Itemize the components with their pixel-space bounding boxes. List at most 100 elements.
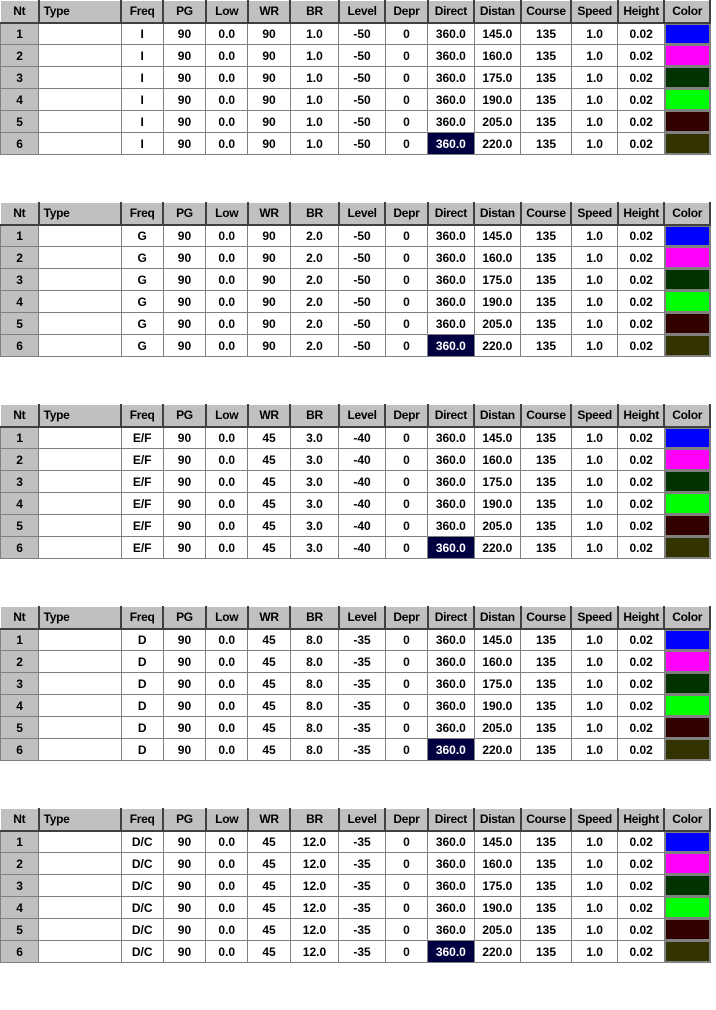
cell-type[interactable] [38, 110, 122, 133]
cell-br[interactable]: 2.0 [289, 290, 340, 313]
cell-direct-selected[interactable]: 360.0 [427, 132, 475, 155]
cell-level[interactable]: -40 [338, 448, 386, 471]
cell-course[interactable]: 135 [520, 852, 572, 875]
cell-freq[interactable]: E/F [120, 426, 164, 449]
cell-distan[interactable]: 205.0 [473, 110, 522, 133]
cell-freq[interactable]: I [120, 132, 164, 155]
cell-depr[interactable]: 0 [384, 896, 429, 919]
cell-low[interactable]: 0.0 [205, 514, 249, 537]
cell-course[interactable]: 135 [520, 88, 572, 111]
column-header-pg[interactable]: PG [162, 0, 207, 24]
cell-type[interactable] [38, 66, 122, 89]
cell-depr[interactable]: 0 [384, 940, 429, 963]
column-header-color[interactable]: Color [663, 606, 711, 630]
cell-speed[interactable]: 1.0 [570, 738, 619, 761]
row-header[interactable]: 5 [0, 716, 40, 739]
column-header-pg[interactable]: PG [162, 606, 207, 630]
cell-speed[interactable]: 1.0 [570, 132, 619, 155]
cell-direct[interactable]: 360.0 [427, 448, 475, 471]
cell-pg[interactable]: 90 [162, 44, 207, 67]
cell-pg[interactable]: 90 [162, 492, 207, 515]
cell-pg[interactable]: 90 [162, 334, 207, 357]
cell-course[interactable]: 135 [520, 672, 572, 695]
cell-br[interactable]: 1.0 [289, 66, 340, 89]
column-header-course[interactable]: Course [520, 808, 573, 832]
column-header-course[interactable]: Course [520, 202, 573, 226]
cell-course[interactable]: 135 [520, 110, 572, 133]
cell-br[interactable]: 3.0 [289, 536, 340, 559]
cell-direct[interactable]: 360.0 [427, 290, 475, 313]
cell-low[interactable]: 0.0 [205, 672, 249, 695]
cell-course[interactable]: 135 [520, 290, 572, 313]
column-header-pg[interactable]: PG [162, 202, 207, 226]
cell-freq[interactable]: D/C [120, 918, 164, 941]
column-header-distan[interactable]: Distan [473, 202, 522, 226]
cell-wr[interactable]: 90 [247, 88, 291, 111]
cell-color[interactable] [663, 852, 711, 875]
column-header-level[interactable]: Level [338, 808, 387, 832]
cell-depr[interactable]: 0 [384, 738, 429, 761]
column-header-pg[interactable]: PG [162, 404, 207, 428]
column-header-type[interactable]: Type [38, 202, 123, 226]
cell-wr[interactable]: 45 [247, 492, 291, 515]
cell-speed[interactable]: 1.0 [570, 224, 619, 247]
cell-br[interactable]: 8.0 [289, 650, 340, 673]
color-swatch[interactable] [665, 717, 710, 738]
cell-pg[interactable]: 90 [162, 852, 207, 875]
cell-course[interactable]: 135 [520, 132, 572, 155]
cell-freq[interactable]: D [120, 694, 164, 717]
column-header-br[interactable]: BR [289, 0, 340, 24]
cell-pg[interactable]: 90 [162, 22, 207, 45]
cell-depr[interactable]: 0 [384, 44, 429, 67]
column-header-br[interactable]: BR [289, 404, 340, 428]
row-header[interactable]: 4 [0, 88, 40, 111]
cell-type[interactable] [38, 312, 122, 335]
column-header-freq[interactable]: Freq [120, 404, 165, 428]
cell-course[interactable]: 135 [520, 830, 572, 853]
cell-height[interactable]: 0.02 [617, 650, 665, 673]
column-header-color[interactable]: Color [663, 404, 711, 428]
cell-distan[interactable]: 220.0 [473, 738, 522, 761]
cell-type[interactable] [38, 738, 122, 761]
row-header[interactable]: 1 [0, 830, 40, 853]
cell-speed[interactable]: 1.0 [570, 110, 619, 133]
cell-distan[interactable]: 190.0 [473, 694, 522, 717]
cell-type[interactable] [38, 536, 122, 559]
cell-pg[interactable]: 90 [162, 88, 207, 111]
cell-height[interactable]: 0.02 [617, 268, 665, 291]
column-header-level[interactable]: Level [338, 0, 387, 24]
cell-course[interactable]: 135 [520, 940, 572, 963]
column-header-freq[interactable]: Freq [120, 202, 165, 226]
cell-freq[interactable]: D [120, 738, 164, 761]
row-header[interactable]: 6 [0, 132, 40, 155]
cell-distan[interactable]: 175.0 [473, 672, 522, 695]
color-swatch[interactable] [665, 449, 710, 470]
cell-course[interactable]: 135 [520, 312, 572, 335]
cell-direct[interactable]: 360.0 [427, 246, 475, 269]
cell-wr[interactable]: 45 [247, 672, 291, 695]
cell-distan[interactable]: 190.0 [473, 88, 522, 111]
cell-depr[interactable]: 0 [384, 470, 429, 493]
column-header-direct[interactable]: Direct [427, 808, 476, 832]
cell-speed[interactable]: 1.0 [570, 448, 619, 471]
cell-type[interactable] [38, 918, 122, 941]
cell-pg[interactable]: 90 [162, 268, 207, 291]
cell-type[interactable] [38, 940, 122, 963]
cell-br[interactable]: 12.0 [289, 918, 340, 941]
cell-br[interactable]: 1.0 [289, 22, 340, 45]
column-header-color[interactable]: Color [663, 0, 711, 24]
cell-br[interactable]: 2.0 [289, 268, 340, 291]
column-header-wr[interactable]: WR [247, 0, 292, 24]
cell-color[interactable] [663, 738, 711, 761]
column-header-height[interactable]: Height [617, 404, 666, 428]
color-swatch[interactable] [665, 897, 710, 918]
cell-type[interactable] [38, 448, 122, 471]
cell-type[interactable] [38, 268, 122, 291]
cell-distan[interactable]: 220.0 [473, 536, 522, 559]
cell-color[interactable] [663, 536, 711, 559]
cell-course[interactable]: 135 [520, 448, 572, 471]
column-header-br[interactable]: BR [289, 606, 340, 630]
cell-distan[interactable]: 160.0 [473, 852, 522, 875]
cell-distan[interactable]: 145.0 [473, 22, 522, 45]
cell-direct[interactable]: 360.0 [427, 268, 475, 291]
